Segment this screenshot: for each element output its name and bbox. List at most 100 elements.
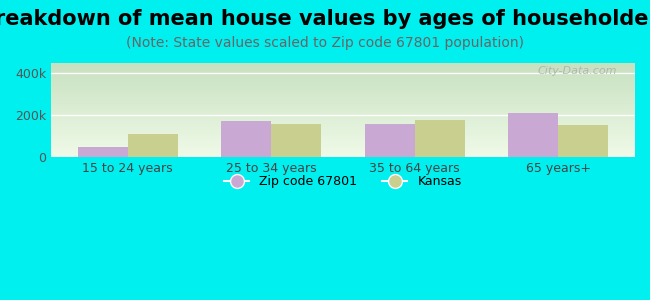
Bar <box>51 111 635 112</box>
Bar <box>51 130 635 131</box>
Bar <box>51 80 635 81</box>
Bar <box>128 134 178 157</box>
Bar <box>51 96 635 97</box>
Bar <box>365 124 415 157</box>
Bar <box>51 141 635 142</box>
Bar <box>51 67 635 68</box>
Bar <box>51 81 635 82</box>
Bar <box>51 64 635 65</box>
Bar <box>51 138 635 139</box>
Bar <box>51 93 635 94</box>
Bar <box>51 118 635 119</box>
Bar <box>508 113 558 157</box>
Bar <box>51 85 635 86</box>
Bar <box>51 131 635 132</box>
Bar <box>51 143 635 144</box>
Bar <box>51 154 635 155</box>
Bar <box>51 156 635 157</box>
Bar <box>51 63 635 64</box>
Bar <box>51 65 635 66</box>
Bar <box>51 115 635 116</box>
Bar <box>51 76 635 77</box>
Bar <box>51 78 635 79</box>
Bar <box>51 95 635 96</box>
Bar <box>51 74 635 75</box>
Bar <box>51 128 635 129</box>
Bar <box>51 116 635 117</box>
Text: Breakdown of mean house values by ages of householders: Breakdown of mean house values by ages o… <box>0 9 650 29</box>
Bar <box>51 135 635 136</box>
Bar <box>51 82 635 83</box>
Bar <box>51 66 635 67</box>
Text: City-Data.com: City-Data.com <box>538 66 617 76</box>
Bar <box>51 77 635 78</box>
Bar <box>51 119 635 120</box>
Bar <box>51 71 635 72</box>
Bar <box>51 89 635 90</box>
Bar <box>271 124 322 157</box>
Bar <box>51 94 635 95</box>
Bar <box>51 99 635 100</box>
Text: (Note: State values scaled to Zip code 67801 population): (Note: State values scaled to Zip code 6… <box>126 36 524 50</box>
Bar <box>51 113 635 114</box>
Bar <box>51 145 635 146</box>
Bar <box>51 79 635 80</box>
Bar <box>77 147 128 157</box>
Bar <box>51 153 635 154</box>
Bar <box>51 142 635 143</box>
Bar <box>51 68 635 69</box>
Bar <box>558 125 608 157</box>
Bar <box>51 83 635 84</box>
Bar <box>51 97 635 98</box>
Bar <box>51 140 635 141</box>
Bar <box>51 91 635 92</box>
Bar <box>51 88 635 89</box>
Bar <box>51 105 635 106</box>
Bar <box>51 69 635 70</box>
Bar <box>51 104 635 105</box>
Bar <box>51 120 635 121</box>
Bar <box>51 124 635 125</box>
Bar <box>51 106 635 107</box>
Bar <box>51 144 635 145</box>
Bar <box>51 84 635 85</box>
Bar <box>51 75 635 76</box>
Bar <box>51 133 635 134</box>
Bar <box>51 112 635 113</box>
Bar <box>51 107 635 108</box>
Bar <box>51 136 635 137</box>
Bar <box>51 98 635 99</box>
Bar <box>51 151 635 152</box>
Bar <box>51 87 635 88</box>
Bar <box>51 148 635 149</box>
Bar <box>51 125 635 126</box>
Bar <box>51 139 635 140</box>
Bar <box>51 146 635 147</box>
Bar <box>51 109 635 110</box>
Bar <box>51 102 635 103</box>
Bar <box>51 155 635 156</box>
Bar <box>51 92 635 93</box>
Bar <box>51 123 635 124</box>
Bar <box>51 152 635 153</box>
Bar <box>51 86 635 87</box>
Bar <box>51 110 635 111</box>
Bar <box>51 137 635 138</box>
Bar <box>51 122 635 123</box>
Bar <box>51 114 635 115</box>
Bar <box>51 101 635 102</box>
Bar <box>51 149 635 150</box>
Bar <box>51 136 635 137</box>
Bar <box>51 129 635 130</box>
Bar <box>51 100 635 101</box>
Bar <box>51 108 635 109</box>
Bar <box>51 134 635 135</box>
Bar <box>415 120 465 157</box>
Bar <box>51 90 635 91</box>
Bar <box>51 147 635 148</box>
Bar <box>51 121 635 122</box>
Bar <box>51 127 635 128</box>
Bar <box>51 126 635 127</box>
Bar <box>51 150 635 151</box>
Bar <box>51 70 635 71</box>
